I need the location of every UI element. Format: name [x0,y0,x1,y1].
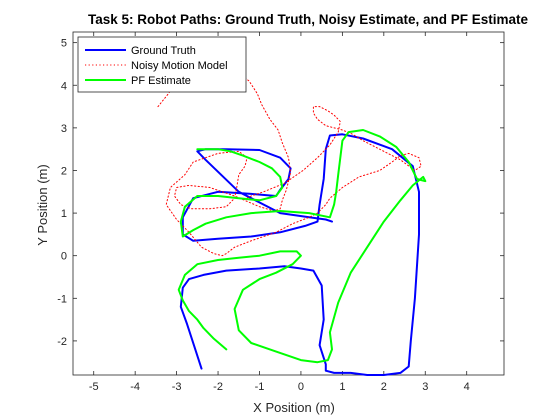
x-tick-label: -2 [213,381,223,393]
x-tick-label: 1 [339,381,345,393]
y-tick-label: -2 [57,336,67,348]
y-tick-label: -1 [57,293,67,305]
chart-title: Task 5: Robot Paths: Ground Truth, Noisy… [88,12,529,27]
x-tick-label: 0 [298,381,304,393]
x-tick-label: 4 [464,381,470,393]
y-tick-label: 4 [61,80,67,92]
x-tick-label: -1 [255,381,265,393]
plot-area: -5 -4 -3 -2 -1 0 1 2 3 4 -2 -1 0 1 2 3 4 5 Ground Truth Noi… [57,31,505,393]
legend-entry-label: PF Estimate [131,75,191,87]
y-axis-label: Y Position (m) [35,164,50,245]
pf-estimate-line [177,129,427,364]
y-tick-label: 1 [61,208,67,220]
x-tick-label: -5 [89,381,99,393]
x-tick-label: 3 [422,381,428,393]
legend-entry-label: Ground Truth [131,45,196,57]
legend-entry-label: Noisy Motion Model [131,60,228,72]
y-tick-label: 0 [61,251,67,263]
x-tick-label: -4 [130,381,140,393]
x-tick-label: -3 [172,381,182,393]
x-axis-label: X Position (m) [253,400,335,415]
legend-box [77,36,247,93]
y-tick-label: 3 [61,123,67,135]
y-tick-label: 2 [61,165,67,177]
x-tick-label: 2 [381,381,387,393]
ground-truth-line [179,133,420,376]
noisy-motion-model-line [157,65,422,257]
y-tick-label: 5 [61,38,67,50]
